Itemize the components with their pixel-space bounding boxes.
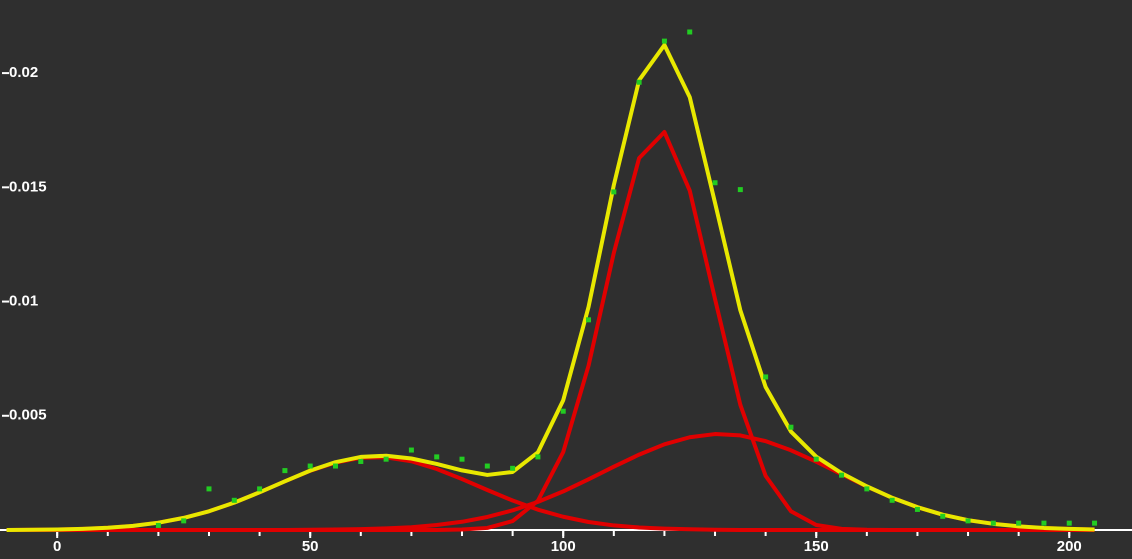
curve (6, 43, 1095, 532)
data-point (560, 408, 566, 414)
data-point (257, 486, 263, 492)
data-point (839, 472, 845, 478)
data-point (535, 454, 541, 460)
data-point (611, 189, 617, 195)
data-point (712, 180, 718, 186)
data-point (813, 456, 819, 462)
data-point (307, 463, 313, 469)
data-point (864, 486, 870, 492)
data-point (358, 458, 364, 464)
data-point (940, 513, 946, 519)
data-point (459, 456, 465, 462)
data-point (383, 456, 389, 462)
data-point (484, 463, 490, 469)
data-point (282, 468, 288, 474)
data-point (181, 518, 187, 524)
data-point (965, 518, 971, 524)
data-point (206, 486, 212, 492)
y-tick-label: 0.005 (9, 407, 47, 424)
data-point (408, 447, 414, 453)
data-point (990, 520, 996, 526)
y-tick-label: 0.02 (9, 64, 38, 81)
data-point (1016, 520, 1022, 526)
data-point (510, 465, 516, 471)
data-point (687, 29, 693, 35)
data-point (889, 497, 895, 503)
data-point (763, 374, 769, 380)
data-point (1041, 520, 1047, 526)
data-point (231, 497, 237, 503)
x-tick-label: 0 (53, 538, 61, 555)
data-point (434, 454, 440, 460)
data-point (1092, 520, 1098, 526)
data-point (914, 506, 920, 512)
data-point (737, 187, 743, 193)
x-tick-label: 50 (302, 538, 319, 555)
data-point (1066, 520, 1072, 526)
data-point (636, 79, 642, 85)
y-tick-label: 0.015 (9, 178, 47, 195)
x-tick-label: 200 (1057, 538, 1082, 555)
data-point (661, 38, 667, 44)
data-point (586, 317, 592, 323)
data-point (788, 424, 794, 430)
x-tick-label: 100 (551, 538, 576, 555)
data-point (333, 463, 339, 469)
x-tick-label: 150 (804, 538, 829, 555)
y-tick-label: 0.01 (9, 293, 38, 310)
data-point (155, 522, 161, 528)
